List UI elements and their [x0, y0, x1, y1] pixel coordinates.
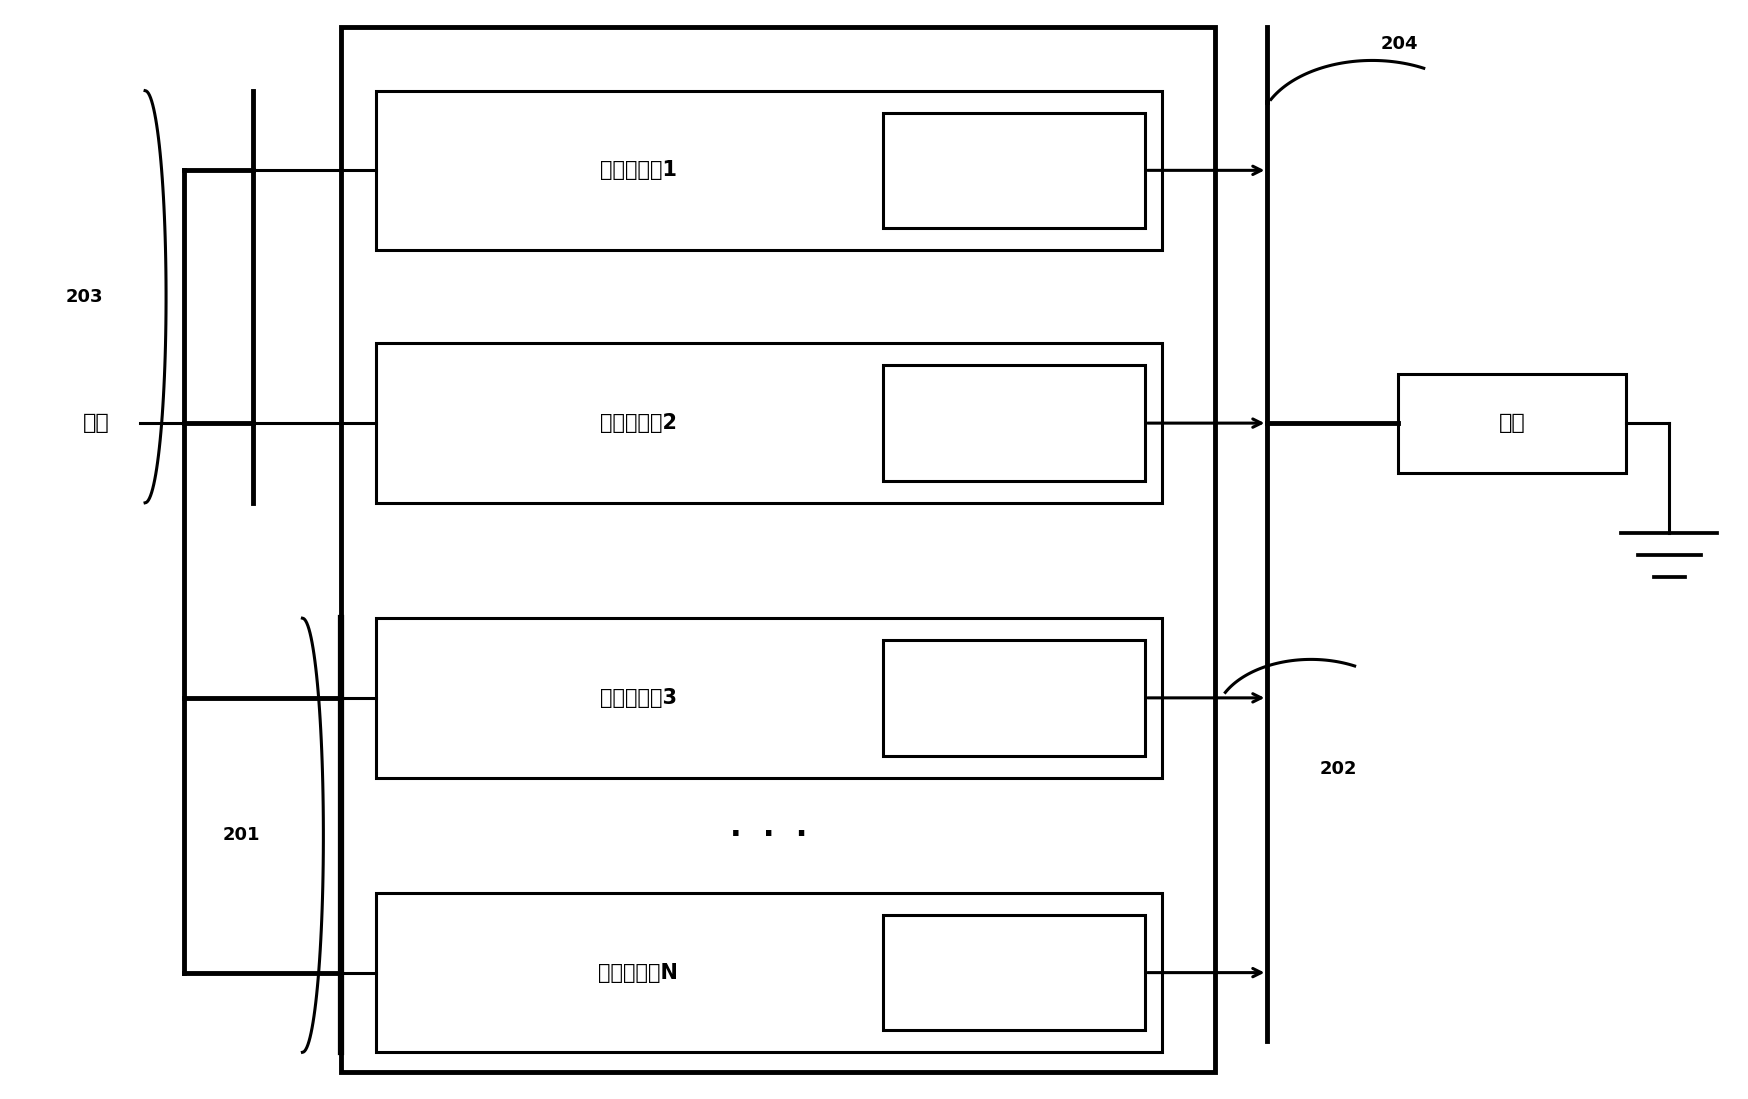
Text: 201: 201: [222, 826, 260, 844]
Text: 电流源模块2: 电流源模块2: [600, 413, 676, 433]
Text: 电流源模块1: 电流源模块1: [600, 160, 676, 180]
Text: 电路: 电路: [1003, 189, 1024, 207]
Bar: [883, 914, 1145, 1031]
Bar: [341, 27, 1215, 1072]
Text: ·  ·  ·: · · ·: [731, 821, 808, 850]
Text: 逻辑: 逻辑: [1003, 140, 1024, 157]
Text: 逻辑: 逻辑: [1003, 667, 1024, 685]
Bar: [1398, 374, 1626, 473]
Text: 电路: 电路: [1003, 442, 1024, 459]
Text: 输入: 输入: [82, 413, 110, 433]
Bar: [376, 892, 1162, 1053]
Bar: [376, 618, 1162, 778]
Text: 电路: 电路: [1003, 717, 1024, 734]
Text: 逻辑: 逻辑: [1003, 942, 1024, 959]
Text: 电流源模块3: 电流源模块3: [600, 688, 676, 708]
Text: 负载: 负载: [1498, 413, 1526, 433]
Text: 逻辑: 逻辑: [1003, 392, 1024, 410]
Text: 202: 202: [1320, 761, 1356, 778]
Bar: [376, 91, 1162, 251]
Text: 电路: 电路: [1003, 991, 1024, 1009]
Text: 电流源模块N: 电流源模块N: [598, 963, 678, 983]
Bar: [883, 365, 1145, 481]
Text: 204: 204: [1381, 35, 1418, 53]
Text: 203: 203: [65, 288, 103, 306]
Bar: [883, 640, 1145, 756]
Bar: [376, 343, 1162, 503]
Bar: [883, 113, 1145, 229]
